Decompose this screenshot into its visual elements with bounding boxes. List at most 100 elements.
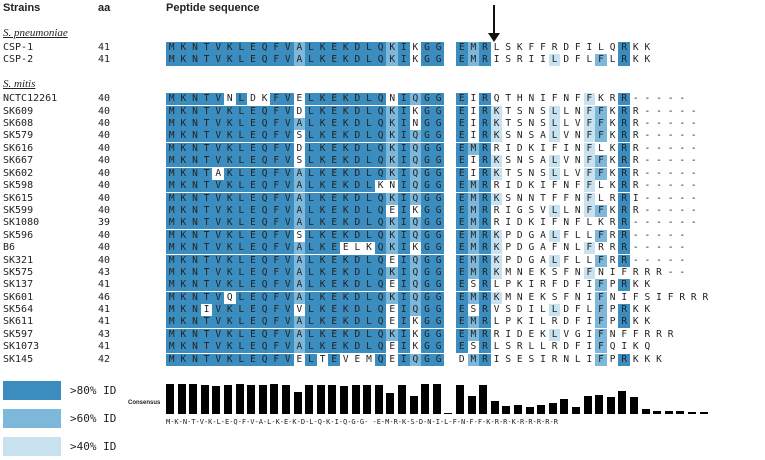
residue-cell: - bbox=[644, 118, 651, 129]
residue-cell: E bbox=[296, 93, 303, 104]
residue-cell: F bbox=[583, 118, 596, 130]
residue-cell: R bbox=[479, 193, 491, 205]
residue-cell: K bbox=[224, 130, 236, 142]
residue-cell: R bbox=[702, 292, 709, 303]
residue-cell: T bbox=[200, 279, 213, 291]
residue-cell: I bbox=[470, 155, 477, 166]
residue-cell: Q bbox=[258, 42, 271, 54]
residue-cell: V bbox=[282, 93, 294, 105]
residue-cell: F bbox=[551, 242, 558, 253]
residue-cell: M bbox=[467, 54, 480, 66]
residue-cell: A bbox=[540, 242, 546, 253]
residue-cell: K bbox=[316, 279, 329, 291]
residue-cell: L bbox=[586, 217, 593, 228]
residue-cell: E bbox=[456, 180, 468, 192]
residue-cell: A bbox=[293, 255, 306, 267]
residue-cell: R bbox=[479, 279, 491, 291]
residue-cell: Q bbox=[644, 341, 651, 352]
residue-cell: K bbox=[490, 106, 503, 118]
residue-cell: Q bbox=[609, 341, 616, 352]
residue-cell: G bbox=[432, 304, 445, 316]
residue-cell: E bbox=[247, 130, 259, 142]
residue-cell: P bbox=[609, 304, 616, 315]
residue-cell: - bbox=[679, 267, 686, 278]
residue-cell: Q bbox=[409, 255, 422, 267]
residue-cell: N bbox=[516, 292, 523, 303]
residue-cell: I bbox=[398, 267, 410, 279]
residue-cell: E bbox=[456, 255, 468, 267]
residue-cell: L bbox=[563, 205, 570, 216]
residue-cell: D bbox=[516, 230, 523, 241]
residue-cell: L bbox=[305, 155, 317, 167]
residue-cell: G bbox=[528, 230, 535, 241]
residue-cell: I bbox=[470, 168, 477, 179]
residue-cell: T bbox=[505, 93, 512, 104]
residue-cell: N bbox=[189, 168, 201, 180]
residue-cell: K bbox=[490, 193, 503, 205]
consensus-bar bbox=[537, 405, 546, 414]
strain-name: SK564 bbox=[3, 304, 34, 315]
residue-cell: K bbox=[412, 316, 419, 327]
residue-cell: D bbox=[351, 292, 364, 304]
residue-cell: A bbox=[293, 54, 306, 66]
residue-cell: L bbox=[363, 143, 375, 155]
residue-cell: S bbox=[296, 155, 303, 166]
residue-cell: K bbox=[386, 168, 398, 180]
residue-cell: R bbox=[618, 106, 630, 118]
residue-cell: I bbox=[398, 42, 410, 54]
residue-cell: K bbox=[316, 316, 329, 328]
residue-cell: S bbox=[505, 354, 512, 365]
residue-cell: L bbox=[235, 205, 248, 217]
residue-cell: - bbox=[690, 130, 697, 141]
residue-cell: V bbox=[282, 316, 294, 328]
residue-cell: K bbox=[177, 217, 190, 229]
residue-cell: A bbox=[293, 242, 306, 254]
residue-cell: - bbox=[667, 205, 674, 216]
residue-cell: M bbox=[166, 130, 178, 142]
residue-cell: G bbox=[432, 217, 445, 229]
residue-cell: Q bbox=[374, 54, 387, 66]
residue-cell: R bbox=[479, 168, 491, 180]
residue-cell: D bbox=[351, 118, 364, 130]
residue-cell: I bbox=[398, 341, 410, 353]
residue-cell: L bbox=[305, 242, 317, 254]
residue-cell: L bbox=[548, 230, 561, 242]
residue-cell: V bbox=[212, 316, 224, 328]
residue-cell: R bbox=[551, 42, 558, 53]
consensus-bar bbox=[282, 385, 290, 414]
residue-cell: M bbox=[166, 279, 178, 291]
residue-cell bbox=[444, 255, 456, 267]
residue-cell: L bbox=[235, 304, 248, 316]
residue-cell: R bbox=[609, 242, 616, 253]
residue-cell: V bbox=[212, 279, 224, 291]
residue-cell: K bbox=[224, 54, 236, 66]
residue-cell: K bbox=[177, 242, 190, 254]
residue-cell bbox=[444, 42, 456, 54]
residue-cell: K bbox=[316, 118, 329, 130]
residue-cell: - bbox=[690, 106, 697, 117]
residue-cell: F bbox=[551, 143, 558, 154]
residue-cell: Q bbox=[493, 93, 500, 104]
residue-cell: N bbox=[189, 341, 201, 353]
residue-cell: M bbox=[166, 180, 178, 192]
consensus-bar bbox=[525, 407, 534, 414]
residue-cell: Q bbox=[409, 180, 422, 192]
residue-cell: D bbox=[351, 316, 364, 328]
residue-cell: G bbox=[421, 316, 433, 328]
residue-cell: R bbox=[618, 230, 630, 242]
residue-cell: D bbox=[296, 106, 303, 117]
residue-cell: E bbox=[328, 42, 340, 54]
residue-cell: F bbox=[270, 292, 282, 304]
residue-cell: R bbox=[632, 143, 639, 154]
residue-cell: V bbox=[282, 143, 294, 155]
residue-cell: Q bbox=[409, 143, 422, 155]
residue-cell: Q bbox=[258, 242, 271, 254]
residue-cell: Q bbox=[409, 292, 422, 304]
residue-cell: R bbox=[609, 255, 616, 266]
residue-cell bbox=[444, 93, 456, 105]
residue-cell bbox=[444, 242, 456, 254]
residue-cell: F bbox=[574, 316, 581, 327]
residue-cell: K bbox=[377, 180, 384, 191]
residue-cell: - bbox=[632, 255, 639, 266]
residue-cell: D bbox=[351, 42, 364, 54]
